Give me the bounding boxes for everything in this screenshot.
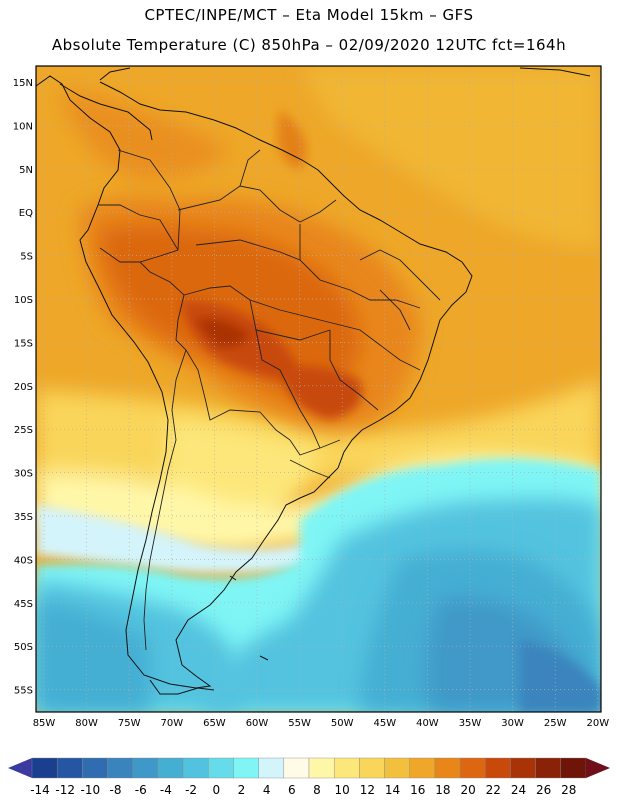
- latitude-label: 10S: [14, 295, 33, 306]
- colorbar-label: 10: [335, 783, 350, 797]
- colorbar-label: 18: [435, 783, 450, 797]
- colorbar-box: [107, 757, 133, 779]
- colorbar-box: [359, 757, 385, 779]
- colorbar-box: [510, 757, 536, 779]
- colorbar-label: -6: [135, 783, 147, 797]
- latitude-label: EQ: [19, 208, 33, 219]
- latitude-label: 20S: [14, 382, 33, 393]
- longitude-label: 80W: [75, 718, 98, 729]
- colorbar-label: 14: [385, 783, 400, 797]
- colorbar-label: 8: [313, 783, 321, 797]
- colorbar-box: [434, 757, 461, 779]
- latitude-label: 50S: [14, 642, 33, 653]
- longitude-label: 55W: [288, 718, 311, 729]
- longitude-label: 75W: [118, 718, 141, 729]
- colorbar-label: -12: [55, 783, 75, 797]
- colorbar-box: [333, 757, 360, 779]
- colorbar-label: -4: [160, 783, 172, 797]
- longitude-label: 40W: [416, 718, 439, 729]
- longitude-label: 50W: [331, 718, 354, 729]
- colorbar-box: [208, 757, 234, 779]
- country-borders: [98, 149, 441, 651]
- longitude-labels: 85W 80W 75W 70W 65W 60W 55W 50W 45W 40W 35W 30W 25W 2…: [33, 718, 610, 729]
- colorbar-label: -2: [185, 783, 197, 797]
- latitude-labels: 15N 10N 5N EQ 5S 10S 15S 20S 25S 30S 35S 40S 45S 50S 5…: [13, 78, 33, 697]
- title-line-2: Absolute Temperature (C) 850hPa – 02/09/…: [51, 36, 567, 54]
- colorbar-label: 0: [212, 783, 220, 797]
- colorbar-high-arrow: [586, 758, 610, 778]
- latitude-label: 45S: [14, 599, 33, 610]
- longitude-label: 85W: [33, 718, 56, 729]
- latitude-label: 5N: [19, 165, 33, 176]
- colorbar-box: [132, 757, 159, 779]
- longitude-label: 60W: [246, 718, 269, 729]
- latitude-label: 35S: [14, 512, 33, 523]
- colorbar-box: [56, 757, 83, 779]
- colorbar-label: 26: [536, 783, 551, 797]
- longitude-label: 25W: [544, 718, 567, 729]
- colorbar-label: -14: [30, 783, 50, 797]
- map-frame: [35, 65, 602, 713]
- colorbar-box: [233, 757, 259, 779]
- colorbar-label: 22: [486, 783, 501, 797]
- colorbar-box: [308, 757, 335, 779]
- coastline-south-america: [36, 67, 591, 695]
- colorbar-box: [560, 757, 587, 779]
- colorbar-label: 16: [410, 783, 425, 797]
- colorbar-labels: -14 -12 -10 -8 -6 -4 -2 0 2 4 6 8 10 12 14 16 18 20 22 24 26…: [30, 783, 576, 797]
- colorbar-label: 12: [360, 783, 375, 797]
- title-line-1: CPTEC/INPE/MCT – Eta Model 15km – GFS: [144, 6, 474, 24]
- colorbar-box: [535, 757, 562, 779]
- colorbar-label: 24: [511, 783, 526, 797]
- longitude-label: 45W: [373, 718, 396, 729]
- colorbar-box: [182, 757, 209, 779]
- latitude-label: 10N: [13, 121, 33, 132]
- colorbar-box: [31, 757, 58, 779]
- colorbar-box: [157, 757, 184, 779]
- latitude-label: 5S: [20, 252, 33, 263]
- colorbar-label: -10: [81, 783, 101, 797]
- colorbar-box: [283, 757, 310, 779]
- colorbar-label: 28: [561, 783, 576, 797]
- colorbar-box: [258, 757, 285, 779]
- latitude-label: 15N: [13, 78, 33, 89]
- latitude-label: 30S: [14, 469, 33, 480]
- colorbar-label: 6: [288, 783, 296, 797]
- colorbar-box: [384, 757, 410, 779]
- colorbar-label: 20: [460, 783, 475, 797]
- temperature-field: [36, 66, 601, 712]
- colorbar-label: 2: [238, 783, 246, 797]
- latitude-label: 15S: [14, 338, 33, 349]
- longitude-label: 65W: [203, 718, 226, 729]
- longitude-label: 30W: [501, 718, 524, 729]
- latitude-label: 25S: [14, 425, 33, 436]
- colorbar-label: -8: [110, 783, 122, 797]
- longitude-label: 20W: [586, 718, 609, 729]
- colorbar-box: [82, 757, 108, 779]
- longitude-label: 35W: [459, 718, 482, 729]
- colorbar-box: [409, 757, 436, 779]
- colorbar-label: 4: [263, 783, 271, 797]
- latitude-label: 55S: [14, 686, 33, 697]
- colorbar: -14 -12 -10 -8 -6 -4 -2 0 2 4 6 8 10 12 14 16 18 20 22 24 26…: [8, 757, 610, 797]
- colorbar-box: [459, 757, 486, 779]
- colorbar-boxes: [31, 757, 587, 779]
- latitude-label: 40S: [14, 555, 33, 566]
- colorbar-low-arrow: [8, 758, 32, 778]
- colorbar-box: [485, 757, 511, 779]
- longitude-label: 70W: [160, 718, 183, 729]
